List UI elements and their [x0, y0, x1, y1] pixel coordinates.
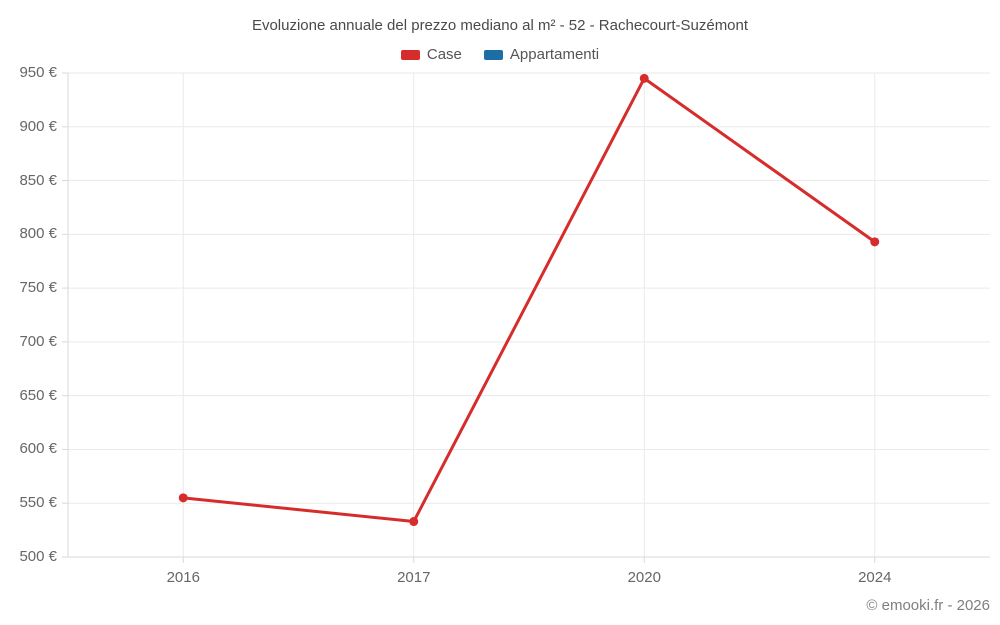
- y-axis-tick-label: 550 €: [19, 494, 57, 512]
- case-series-swatch-icon: [400, 49, 420, 60]
- chart-legend: Case Appartamenti: [0, 46, 1000, 63]
- legend-item-case[interactable]: Case: [400, 46, 462, 63]
- y-axis-tick-label: 900 €: [19, 117, 57, 135]
- y-axis-tick-label: 600 €: [19, 440, 57, 458]
- data-point-case: [409, 517, 419, 527]
- data-point-case: [870, 237, 880, 247]
- copyright-text: © emooki.fr - 2026: [866, 597, 990, 614]
- x-axis-tick-label: 2024: [858, 569, 892, 586]
- y-axis-tick-label: 700 €: [19, 332, 57, 350]
- x-axis-tick-label: 2020: [627, 569, 661, 586]
- y-axis-tick-label: 800 €: [19, 225, 57, 243]
- appartamenti-series-swatch-icon: [483, 49, 503, 60]
- y-axis-tick-label: 950 €: [19, 64, 57, 81]
- y-axis-tick-label: 750 €: [19, 279, 57, 297]
- x-axis-tick-label: 2017: [397, 569, 431, 586]
- chart-title: Evoluzione annuale del prezzo mediano al…: [251, 17, 749, 34]
- legend-label-case: Case: [426, 46, 462, 63]
- data-point-case: [639, 73, 649, 83]
- data-point-case: [178, 493, 188, 503]
- legend-label-appartamenti: Appartamenti: [509, 46, 600, 63]
- series-line-case: [181, 76, 877, 524]
- y-axis-tick-label: 500 €: [19, 548, 57, 565]
- y-axis-tick-label: 650 €: [19, 386, 57, 404]
- x-axis-tick-label: 2016: [166, 569, 200, 586]
- legend-item-appartamenti[interactable]: Appartamenti: [483, 46, 600, 63]
- y-axis-tick-label: 850 €: [19, 171, 57, 189]
